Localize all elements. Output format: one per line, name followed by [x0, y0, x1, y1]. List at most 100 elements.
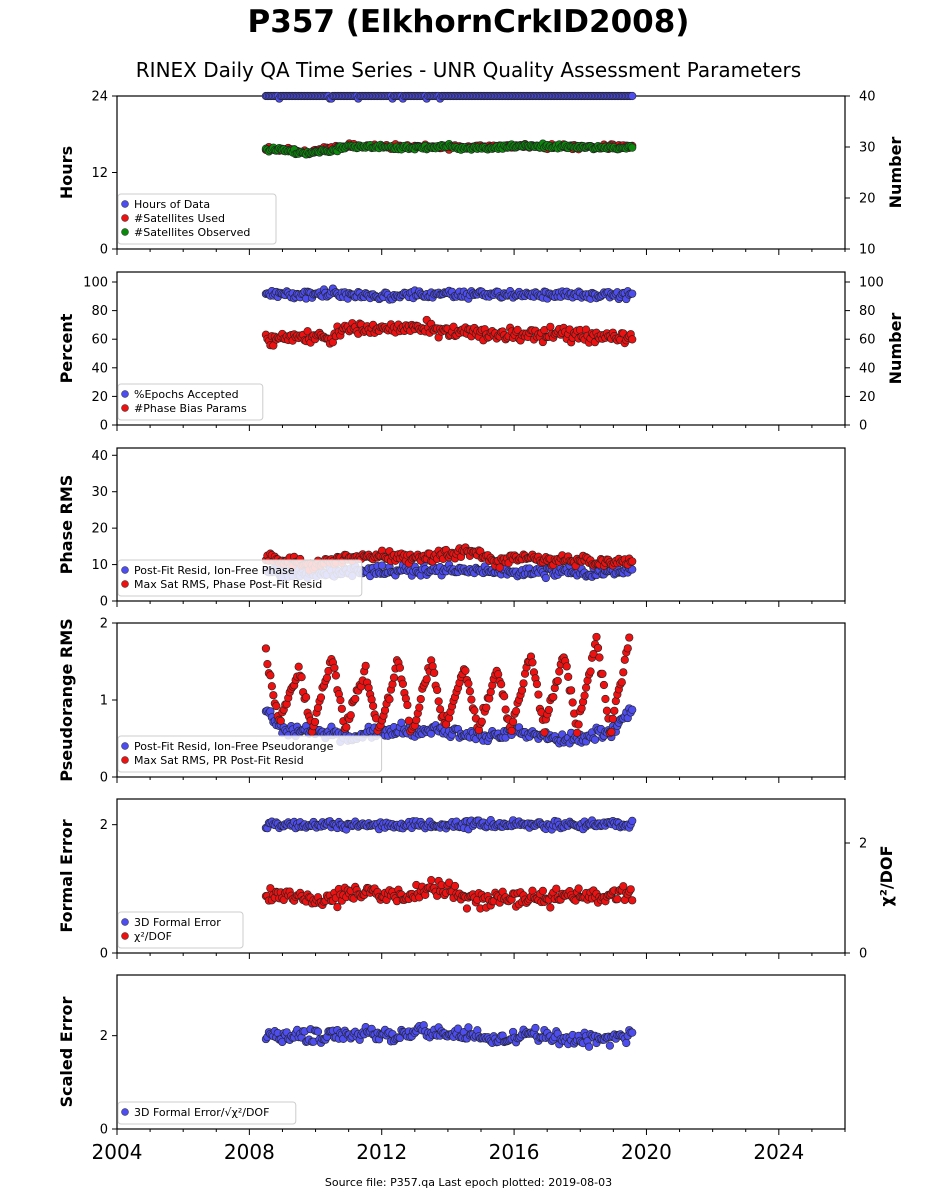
data-point — [553, 676, 562, 686]
data-point — [501, 705, 510, 714]
data-point — [313, 1027, 323, 1036]
data-point — [403, 700, 412, 710]
data-point — [528, 886, 537, 895]
legend-marker — [121, 918, 129, 926]
legend-box — [117, 193, 277, 245]
data-point — [619, 668, 628, 677]
legend-entry: Hours of Data — [134, 198, 210, 211]
legend-entry: Max Sat RMS, PR Post-Fit Resid — [134, 754, 304, 767]
legend-entry: %Epochs Accepted — [134, 388, 239, 401]
legend-box — [117, 1101, 297, 1125]
data-point — [507, 726, 516, 736]
legend-marker — [121, 404, 129, 412]
y-tick-label: 40 — [91, 361, 108, 376]
data-point — [511, 706, 521, 716]
y-right-axis-label: Number — [886, 313, 905, 385]
y-tick-label: 0 — [100, 419, 108, 434]
data-point — [544, 705, 553, 715]
data-point — [531, 1023, 540, 1033]
y-right-tick-label: 0 — [859, 947, 867, 962]
data-point — [302, 693, 311, 702]
data-point — [602, 706, 612, 715]
x-tick-label: 2024 — [753, 1140, 804, 1164]
data-point — [620, 655, 629, 664]
data-point — [625, 633, 634, 642]
data-point — [532, 679, 542, 689]
y-right-axis-label: Number — [886, 137, 905, 209]
data-point — [595, 653, 604, 662]
y-tick-label: 10 — [91, 558, 108, 573]
data-point — [628, 896, 637, 905]
data-point — [303, 327, 312, 336]
data-point — [263, 660, 272, 669]
data-point — [430, 668, 439, 678]
legend-entry: Post-Fit Resid, Ion-Free Pseudorange — [134, 740, 334, 753]
data-point — [422, 675, 431, 684]
data-point — [546, 322, 555, 331]
legend-box — [117, 735, 383, 773]
data-point — [584, 1042, 594, 1051]
y-right-tick-label: 20 — [859, 192, 876, 207]
data-point — [266, 671, 275, 680]
data-point — [549, 692, 558, 702]
data-point — [598, 669, 607, 679]
legend-marker — [121, 200, 129, 208]
y-right-tick-label: 40 — [859, 90, 876, 105]
data-point — [322, 673, 332, 683]
legend-marker — [121, 742, 129, 750]
data-point — [628, 289, 637, 298]
legend-entry: χ²/DOF — [134, 930, 172, 943]
data-point — [586, 667, 595, 676]
y-right-tick-label: 30 — [859, 141, 876, 156]
data-point — [397, 718, 406, 727]
chart-title: P357 (ElkhornCrkID2008) — [247, 4, 690, 40]
data-point — [622, 1038, 631, 1048]
data-point — [534, 690, 543, 699]
data-point — [342, 723, 351, 732]
y-tick-label: 0 — [100, 595, 108, 610]
legend-marker — [121, 566, 129, 574]
y-tick-label: 2 — [100, 617, 108, 632]
y-tick-label: 0 — [100, 947, 108, 962]
legend-box — [117, 911, 244, 949]
data-point — [346, 711, 355, 720]
data-point — [331, 671, 340, 680]
legend-entry: 3D Formal Error/√χ²/DOF — [134, 1106, 269, 1119]
y-right-tick-label: 2 — [859, 837, 867, 852]
data-point — [574, 720, 583, 729]
data-point — [573, 728, 582, 737]
data-point — [513, 325, 522, 335]
data-point — [580, 691, 589, 700]
data-point — [453, 1024, 463, 1033]
data-point — [450, 881, 460, 891]
data-point — [608, 714, 617, 723]
y-axis-label: Scaled Error — [57, 997, 76, 1108]
y-tick-label: 20 — [91, 522, 108, 537]
data-point — [272, 701, 281, 711]
data-point — [628, 1028, 637, 1037]
x-tick-label: 2016 — [489, 1140, 540, 1164]
y-right-tick-label: 60 — [859, 333, 876, 348]
data-point — [261, 644, 271, 653]
y-right-tick-label: 40 — [859, 361, 876, 376]
data-point — [470, 706, 479, 715]
legend-entry: Max Sat RMS, Phase Post-Fit Resid — [134, 578, 322, 591]
data-point — [398, 679, 408, 688]
data-point — [562, 662, 571, 671]
y-tick-label: 40 — [91, 449, 108, 464]
y-axis-label: Pseudorange RMS — [57, 618, 76, 781]
data-point — [464, 679, 473, 688]
legend-marker — [121, 932, 129, 940]
data-point — [619, 882, 628, 891]
data-point — [601, 694, 610, 704]
data-point — [495, 563, 504, 572]
data-point — [467, 695, 476, 704]
data-point — [610, 706, 619, 715]
data-point — [628, 335, 637, 344]
y-axis-label: Percent — [57, 313, 76, 383]
legend-entry: Post-Fit Resid, Ion-Free Phase — [134, 564, 295, 577]
data-point — [477, 717, 486, 726]
data-point — [538, 886, 547, 895]
legend-marker — [121, 214, 129, 222]
y-right-tick-label: 0 — [859, 419, 867, 434]
